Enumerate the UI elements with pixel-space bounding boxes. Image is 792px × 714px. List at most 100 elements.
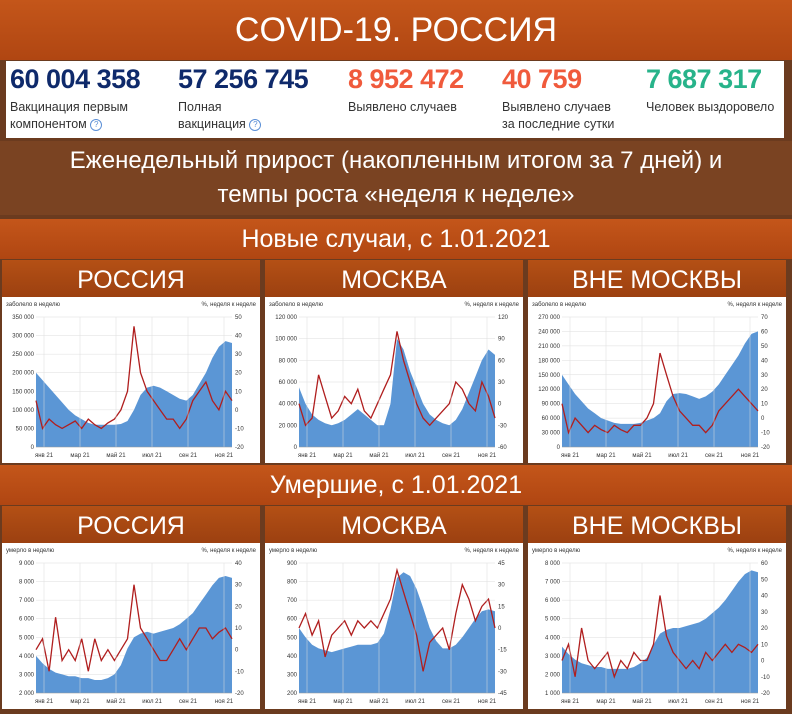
right-tick-label: 40: [235, 561, 242, 567]
right-tick-label: 30: [498, 583, 505, 589]
line-series: [35, 326, 233, 430]
left-tick-label: 900: [287, 561, 298, 567]
left-tick-label: 1 000: [545, 691, 561, 697]
left-tick-label: 60 000: [279, 380, 298, 386]
area-series: [299, 338, 495, 447]
right-tick-label: 40: [761, 358, 768, 364]
left-tick-label: 180 000: [538, 358, 560, 364]
left-tick-label: 500: [287, 635, 298, 641]
left-tick-label: 7 000: [545, 580, 561, 586]
right-tick-label: 10: [761, 402, 768, 408]
chart-panel: умерло в неделю %, неделя к неделе 8 000 7 …: [528, 543, 786, 709]
left-tick-label: 6 000: [545, 598, 561, 604]
x-tick-label: май 21: [106, 452, 126, 459]
x-tick-label: июл 21: [405, 699, 425, 705]
left-tick-label: 80 000: [279, 358, 298, 364]
chart-svg: заболело в неделю %, неделя к неделе 270 0…: [532, 302, 783, 459]
right-axis-label: %, неделя к неделе: [464, 548, 519, 554]
x-tick-label: ноя 21: [478, 453, 497, 459]
x-tick-label: мар 21: [596, 699, 616, 705]
right-tick-label: 45: [498, 561, 505, 567]
right-tick-label: 50: [761, 577, 768, 583]
left-tick-label: 4 000: [19, 654, 35, 660]
right-axis-label: %, неделя к неделе: [727, 548, 782, 554]
left-tick-label: 8 000: [545, 561, 561, 567]
right-tick-label: 10: [235, 389, 242, 395]
left-tick-label: 300: [287, 672, 298, 678]
left-tick-label: 6 000: [19, 617, 35, 623]
right-tick-label: -10: [761, 675, 770, 681]
x-tick-label: май 21: [632, 698, 652, 705]
left-tick-label: 250 000: [12, 352, 34, 358]
x-tick-label: сен 21: [705, 699, 724, 705]
left-tick-label: 4 000: [545, 635, 561, 641]
stat-label-line: компонентом: [10, 117, 87, 131]
line-series: [561, 352, 759, 435]
left-axis-label: умерло в неделю: [532, 548, 581, 554]
stat-label-line: Вакцинация первым: [10, 100, 129, 114]
stat-label: Вакцинация первым компонентом ?: [10, 99, 140, 133]
line-series: [298, 567, 496, 672]
left-tick-label: 700: [287, 598, 298, 604]
stat-label-line: Выявлено случаев: [348, 100, 457, 114]
left-tick-label: 2 000: [19, 691, 35, 697]
stat-cases-total: 8 952 472 Выявлено случаев: [348, 64, 464, 116]
stat-label-line: Полная: [178, 100, 222, 114]
right-tick-label: 0: [761, 416, 765, 422]
right-tick-label: 90: [498, 337, 505, 343]
page-title: COVID-19. РОССИЯ: [0, 0, 792, 60]
right-tick-label: -20: [761, 445, 770, 451]
right-tick-label: 50: [235, 315, 242, 321]
x-tick-label: сен 21: [179, 699, 198, 705]
x-tick-label: ноя 21: [741, 699, 760, 705]
left-tick-label: 40 000: [279, 402, 298, 408]
stat-vaccinated-full: 57 256 745 Полная вакцинация ?: [178, 64, 309, 133]
x-tick-label: ноя 21: [478, 699, 497, 705]
x-tick-label: ноя 21: [215, 699, 234, 705]
right-axis-label: %, неделя к неделе: [464, 302, 519, 308]
right-axis-label: %, неделя к неделе: [727, 302, 782, 308]
subtitle: Еженедельный прирост (накопленным итогом…: [0, 141, 792, 215]
x-tick-label: янв 21: [35, 699, 54, 705]
x-tick-label: июл 21: [668, 699, 688, 705]
left-tick-label: 0: [31, 445, 35, 451]
stat-label: Полная вакцинация ?: [178, 99, 308, 133]
right-tick-label: 70: [761, 315, 768, 321]
left-tick-label: 120 000: [275, 315, 297, 321]
chart-svg: заболело в неделю %, неделя к неделе 120 0…: [269, 302, 520, 459]
x-tick-label: янв 21: [298, 699, 317, 705]
left-tick-label: 30 000: [542, 431, 561, 437]
right-tick-label: 0: [235, 408, 239, 414]
help-icon[interactable]: ?: [90, 118, 103, 131]
chart-panel: умерло в неделю %, неделя к неделе 9 000 8 …: [2, 543, 260, 709]
left-tick-label: 9 000: [19, 561, 35, 567]
right-tick-label: 30: [235, 352, 242, 358]
help-icon[interactable]: ?: [249, 118, 262, 131]
x-tick-label: июл 21: [668, 453, 688, 459]
left-tick-label: 5 000: [19, 635, 35, 641]
x-tick-label: янв 21: [298, 453, 317, 459]
right-tick-label: -20: [761, 691, 770, 697]
left-tick-label: 270 000: [538, 315, 560, 321]
line-series: [561, 595, 759, 679]
area-series: [299, 572, 495, 693]
chart-panel: умерло в неделю %, неделя к неделе 900 800 7…: [265, 543, 523, 709]
x-tick-label: сен 21: [442, 699, 461, 705]
area-series: [562, 570, 758, 693]
x-tick-label: янв 21: [561, 699, 580, 705]
left-tick-label: 7 000: [19, 598, 35, 604]
left-tick-label: 350 000: [12, 315, 34, 321]
x-tick-label: май 21: [369, 452, 389, 459]
left-tick-label: 200 000: [12, 371, 34, 377]
region-title: МОСКВА: [265, 506, 523, 546]
right-tick-label: -60: [498, 445, 507, 451]
left-tick-label: 0: [294, 445, 298, 451]
chart-panel: заболело в неделю %, неделя к неделе 350 0…: [2, 297, 260, 463]
right-tick-label: 10: [761, 642, 768, 648]
chart-panel: заболело в неделю %, неделя к неделе 270 0…: [528, 297, 786, 463]
left-tick-label: 120 000: [538, 387, 560, 393]
right-tick-label: 30: [761, 373, 768, 379]
right-tick-label: 60: [761, 329, 768, 335]
stat-vaccinated-first: 60 004 358 Вакцинация первым компонентом …: [10, 64, 141, 133]
